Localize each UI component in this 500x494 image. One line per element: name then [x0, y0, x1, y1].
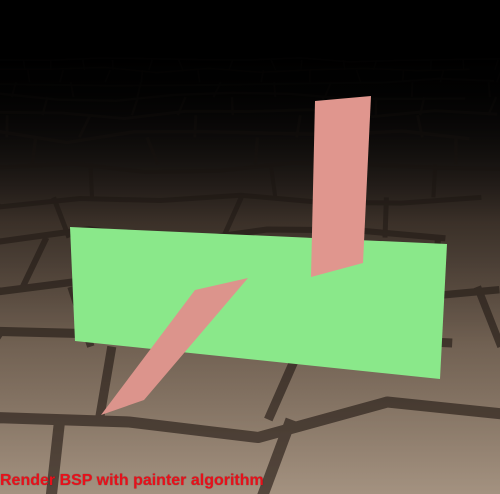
lower-red-plane — [101, 278, 248, 415]
upper-red-plane — [311, 96, 371, 277]
render-mode-caption: Render BSP with painter algorithm — [0, 472, 264, 489]
bsp-polygons — [70, 96, 447, 415]
